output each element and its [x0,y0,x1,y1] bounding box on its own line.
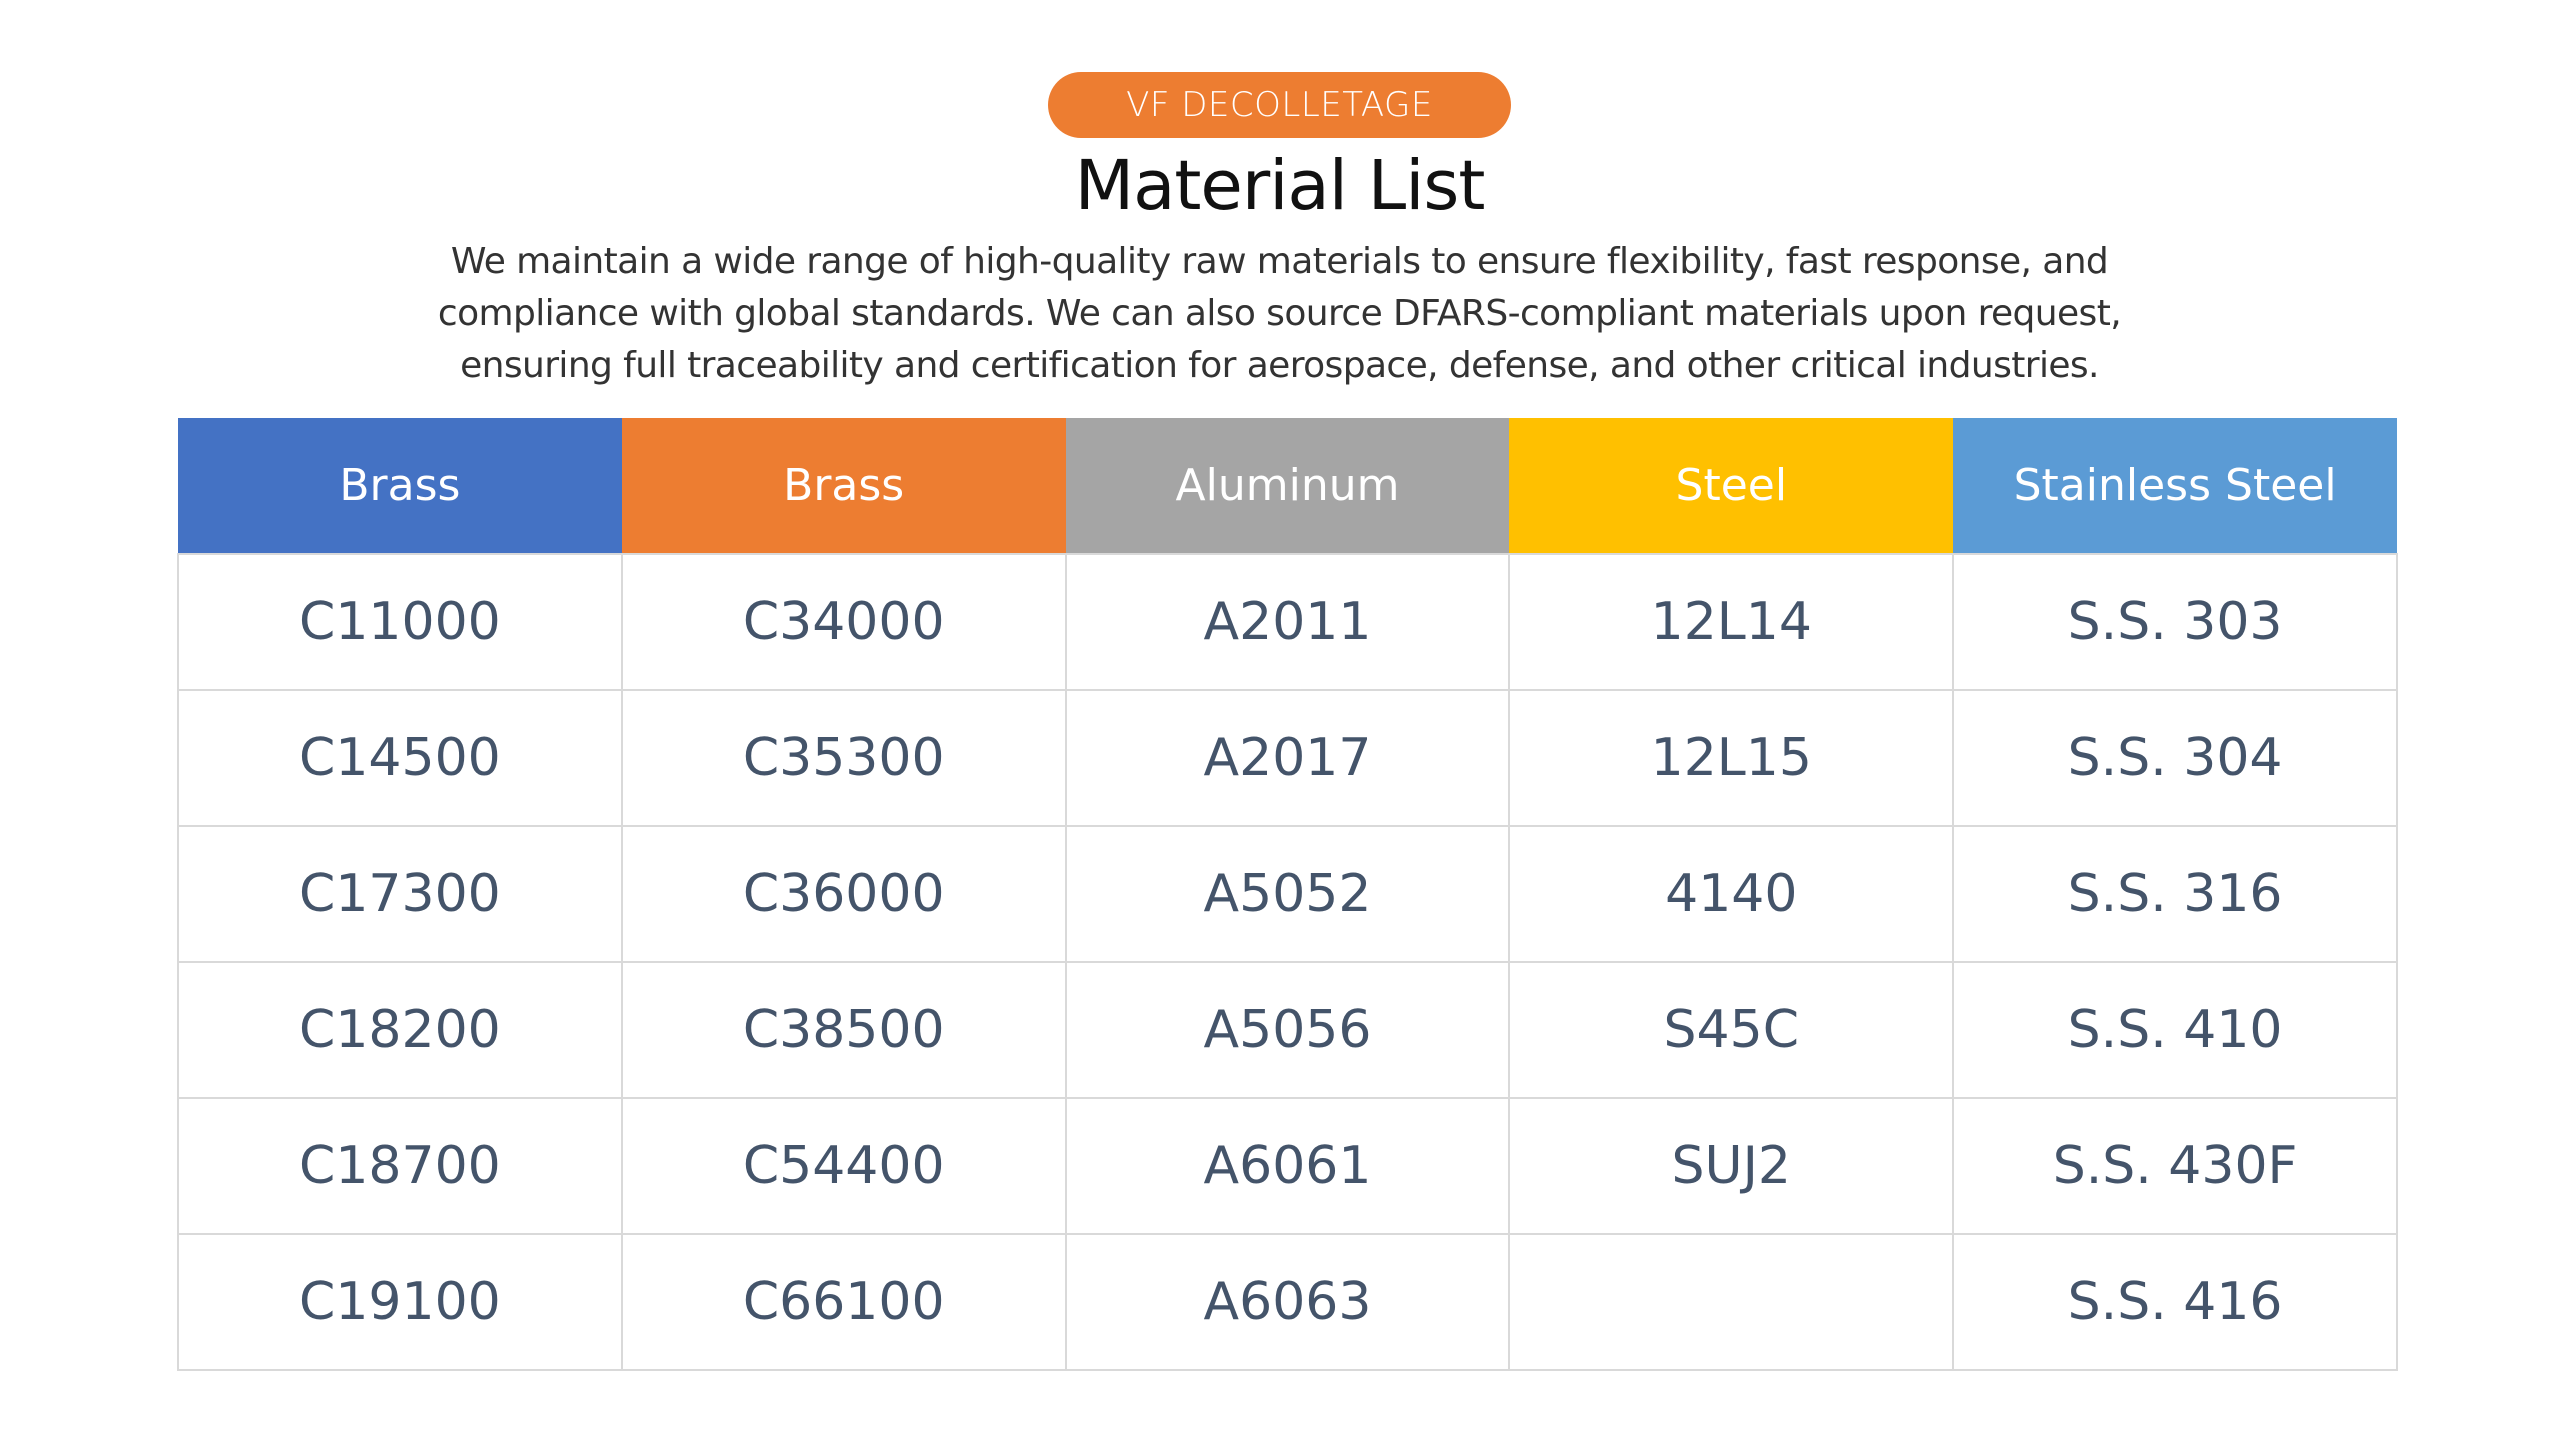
table-row: C17300 C36000 A5052 4140 S.S. 316 [177,825,2398,963]
table-row: C11000 C34000 A2011 12L14 S.S. 303 [177,553,2398,691]
table-cell: S.S. 304 [1952,689,2398,827]
table-cell: C18200 [177,961,623,1099]
table-row: C14500 C35300 A2017 12L15 S.S. 304 [177,689,2398,827]
table-cell: C14500 [177,689,623,827]
page-title: Material List [1074,146,1486,226]
table-cell: S.S. 316 [1952,825,2398,963]
table-cell: C11000 [177,553,623,691]
table-cell: 12L15 [1508,689,1955,827]
table-row: C18700 C54400 A6061 SUJ2 S.S. 430F [177,1097,2398,1235]
table-cell: A2011 [1064,553,1511,691]
table-cell: 12L14 [1508,553,1955,691]
table-cell: S.S. 416 [1952,1233,2398,1371]
table-cell: C34000 [620,553,1067,691]
table-cell: SUJ2 [1508,1097,1955,1235]
table-cell: S45C [1508,961,1955,1099]
table-cell: C38500 [620,961,1067,1099]
table-cell: C17300 [177,825,623,963]
table-cell: C36000 [620,825,1067,963]
table-cell: C19100 [177,1233,623,1371]
page-description: We maintain a wide range of high-quality… [437,241,2122,386]
table-cell: C66100 [620,1233,1067,1371]
table-cell: A2017 [1064,689,1511,827]
material-table-container: Brass Brass Aluminum Steel Stainless Ste… [177,418,2398,1371]
table-cell: C54400 [620,1097,1067,1235]
table-row: C19100 C66100 A6063 S.S. 416 [177,1233,2398,1371]
table-cell: C18700 [177,1097,623,1235]
column-header-stainless-steel: Stainless Steel [1953,418,2397,554]
table-cell: S.S. 303 [1952,553,2398,691]
table-cell: A5052 [1064,825,1511,963]
table-header-row: Brass Brass Aluminum Steel Stainless Ste… [178,418,2397,554]
column-header-brass-2: Brass [621,418,1066,554]
header-section: VF DECOLLETAGE Material List We maintain… [0,72,2559,392]
table-cell: 4140 [1508,825,1955,963]
table-cell: C35300 [620,689,1067,827]
table-cell: A6063 [1064,1233,1511,1371]
material-table: Brass Brass Aluminum Steel Stainless Ste… [177,418,2398,1371]
table-cell: S.S. 410 [1952,961,2398,1099]
table-cell-empty [1508,1233,1955,1371]
column-header-aluminum: Aluminum [1065,418,1510,554]
company-badge: VF DECOLLETAGE [1048,72,1511,138]
table-cell: A5056 [1064,961,1511,1099]
table-cell: S.S. 430F [1952,1097,2398,1235]
column-header-brass-1: Brass [178,418,622,554]
table-row: C18200 C38500 A5056 S45C S.S. 410 [177,961,2398,1099]
table-cell: A6061 [1064,1097,1511,1235]
column-header-steel: Steel [1509,418,1954,554]
